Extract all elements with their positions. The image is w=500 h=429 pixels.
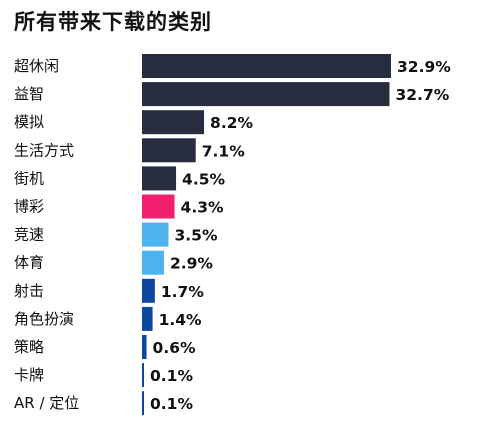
category-label: 角色扮演 [14, 310, 74, 328]
value-label: 7.1% [202, 142, 245, 160]
value-label: 0.1% [150, 395, 193, 413]
value-label: 4.3% [181, 199, 224, 217]
value-label: 32.9% [397, 58, 451, 76]
chart-title: 所有带来下载的类别 [14, 10, 212, 34]
bar [142, 391, 144, 416]
value-label: 8.2% [210, 114, 253, 132]
bar [142, 194, 175, 219]
category-label: 体育 [14, 254, 44, 272]
value-label: 1.7% [161, 283, 204, 301]
value-label: 32.7% [395, 86, 449, 104]
bar [142, 363, 144, 388]
value-label: 0.6% [153, 339, 196, 357]
bar [142, 138, 196, 163]
category-label: 博彩 [14, 198, 44, 216]
category-label: 街机 [14, 169, 44, 187]
category-label: 射击 [14, 282, 44, 300]
category-label: 益智 [14, 85, 44, 103]
bar [142, 54, 391, 78]
bar [142, 250, 164, 275]
bars-group: 超休闲 32.9% 益智 32.7% 模拟 8.2% 生活方式 7.1% 街机 4.5% 博彩 4.3… [14, 54, 451, 416]
category-label: 模拟 [14, 113, 44, 131]
category-label: 生活方式 [14, 141, 74, 159]
bar [142, 82, 390, 107]
category-label: 超休闲 [14, 57, 59, 75]
category-label: 策略 [14, 338, 44, 356]
bar [142, 110, 205, 135]
bar [142, 335, 147, 359]
value-label: 1.4% [159, 311, 202, 329]
bar [142, 222, 169, 247]
value-label: 2.9% [170, 255, 213, 273]
value-label: 4.5% [182, 170, 225, 188]
bar [142, 166, 177, 191]
value-label: 0.1% [150, 367, 193, 385]
value-label: 3.5% [174, 227, 217, 245]
category-label: AR / 定位 [14, 394, 79, 412]
category-label: 竞速 [14, 226, 44, 244]
bar [142, 306, 153, 331]
bar [142, 278, 155, 303]
category-label: 卡牌 [14, 366, 44, 384]
